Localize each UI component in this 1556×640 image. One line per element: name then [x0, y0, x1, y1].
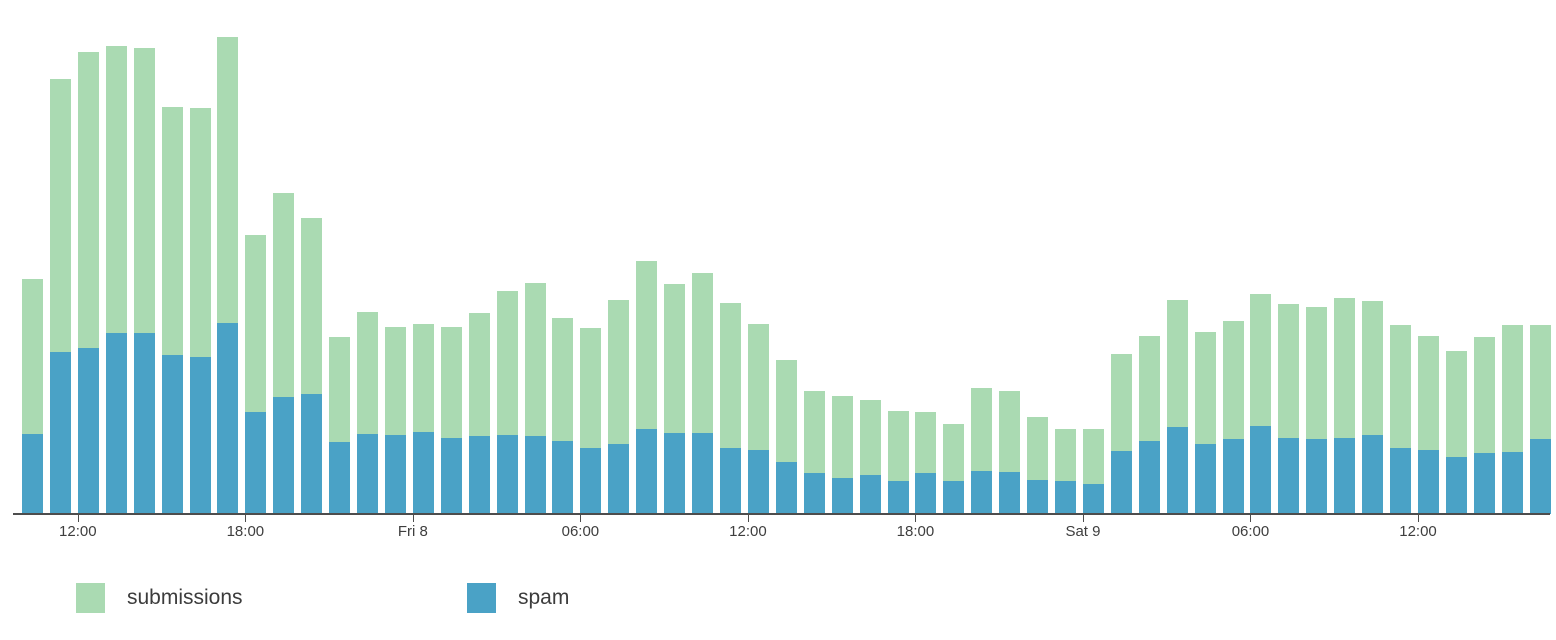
bar-spam[interactable]: [1110, 451, 1132, 514]
bar-spam[interactable]: [329, 442, 351, 514]
bar-spam[interactable]: [1166, 427, 1188, 514]
bar-spam[interactable]: [245, 412, 267, 514]
bar-spam[interactable]: [161, 355, 183, 514]
x-axis-tick-label: 12:00: [729, 523, 767, 540]
bar-spam[interactable]: [1194, 444, 1216, 514]
bar-spam[interactable]: [301, 394, 323, 514]
bar-spam[interactable]: [496, 435, 518, 514]
bar-spam[interactable]: [1529, 439, 1551, 514]
x-axis-tick-label: Fri 8: [397, 523, 428, 540]
bar-spam[interactable]: [775, 462, 797, 514]
bar-spam[interactable]: [608, 444, 630, 514]
bar-spam[interactable]: [943, 481, 965, 514]
bar-spam[interactable]: [1334, 438, 1356, 514]
bar-spam[interactable]: [217, 323, 239, 514]
bar-spam[interactable]: [636, 429, 658, 514]
bar-spam[interactable]: [189, 357, 211, 514]
bar-spam[interactable]: [1055, 481, 1077, 514]
x-axis-tick-label: 12:00: [59, 523, 97, 540]
bar-spam[interactable]: [384, 435, 406, 514]
x-axis-tick-label: Sat 9: [1065, 523, 1101, 540]
bar-spam[interactable]: [49, 352, 71, 514]
x-axis-tick-label: 06:00: [1231, 523, 1270, 540]
x-axis-line: [13, 513, 1550, 515]
legend-swatch-spam: [467, 583, 496, 613]
bar-spam[interactable]: [1082, 484, 1104, 514]
bar-spam[interactable]: [580, 448, 602, 514]
bar-spam[interactable]: [1390, 448, 1412, 514]
bar-spam[interactable]: [1362, 435, 1384, 514]
x-axis-tick: [1250, 515, 1252, 522]
x-axis-tick-label: 06:00: [561, 523, 600, 540]
bar-spam[interactable]: [273, 397, 295, 514]
bar-spam[interactable]: [915, 473, 937, 514]
legend-label-submissions: submissions: [127, 586, 243, 609]
bar-spam[interactable]: [1418, 450, 1439, 514]
bar-spam[interactable]: [692, 433, 714, 514]
bar-spam[interactable]: [77, 348, 99, 514]
x-axis-tick: [412, 515, 414, 522]
bar-spam[interactable]: [552, 441, 574, 514]
bar-spam[interactable]: [440, 438, 462, 514]
legend-swatch-submissions: [76, 583, 105, 613]
bar-spam[interactable]: [1138, 441, 1160, 514]
bar-spam[interactable]: [971, 471, 993, 514]
x-axis-tick: [747, 515, 749, 522]
legend-label-spam: spam: [518, 586, 570, 609]
bar-spam[interactable]: [747, 450, 769, 514]
x-axis-tick-label: 18:00: [896, 523, 935, 540]
bar-spam[interactable]: [1250, 426, 1272, 514]
bar-spam[interactable]: [133, 333, 155, 514]
bar-spam[interactable]: [1027, 480, 1049, 514]
x-axis-tick-label: 18:00: [226, 523, 265, 540]
bar-spam[interactable]: [999, 472, 1021, 514]
bar-spam[interactable]: [720, 448, 741, 514]
bar-spam[interactable]: [468, 436, 490, 514]
x-axis-tick: [245, 515, 247, 522]
bar-spam[interactable]: [1501, 452, 1523, 514]
bar-spam[interactable]: [664, 433, 686, 514]
bar-spam[interactable]: [105, 333, 127, 514]
x-axis-tick: [1082, 515, 1084, 522]
x-axis-tick: [1418, 515, 1419, 522]
x-axis-tick: [580, 515, 582, 522]
x-axis-tick-label: 12:00: [1399, 523, 1437, 540]
bar-spam[interactable]: [1278, 438, 1300, 514]
bar-spam[interactable]: [831, 478, 853, 514]
bar-spam[interactable]: [412, 432, 434, 514]
bar-spam[interactable]: [1222, 439, 1244, 514]
x-axis-tick: [77, 515, 79, 522]
bar-spam[interactable]: [887, 481, 909, 514]
bar-spam[interactable]: [803, 473, 825, 514]
bar-spam[interactable]: [859, 475, 881, 514]
x-axis-tick: [915, 515, 917, 522]
bar-spam[interactable]: [1306, 439, 1328, 514]
bar-spam[interactable]: [1473, 453, 1495, 514]
bar-spam[interactable]: [357, 434, 379, 514]
bar-spam[interactable]: [1445, 457, 1467, 514]
bar-spam[interactable]: [22, 434, 43, 514]
bar-spam[interactable]: [524, 436, 546, 514]
